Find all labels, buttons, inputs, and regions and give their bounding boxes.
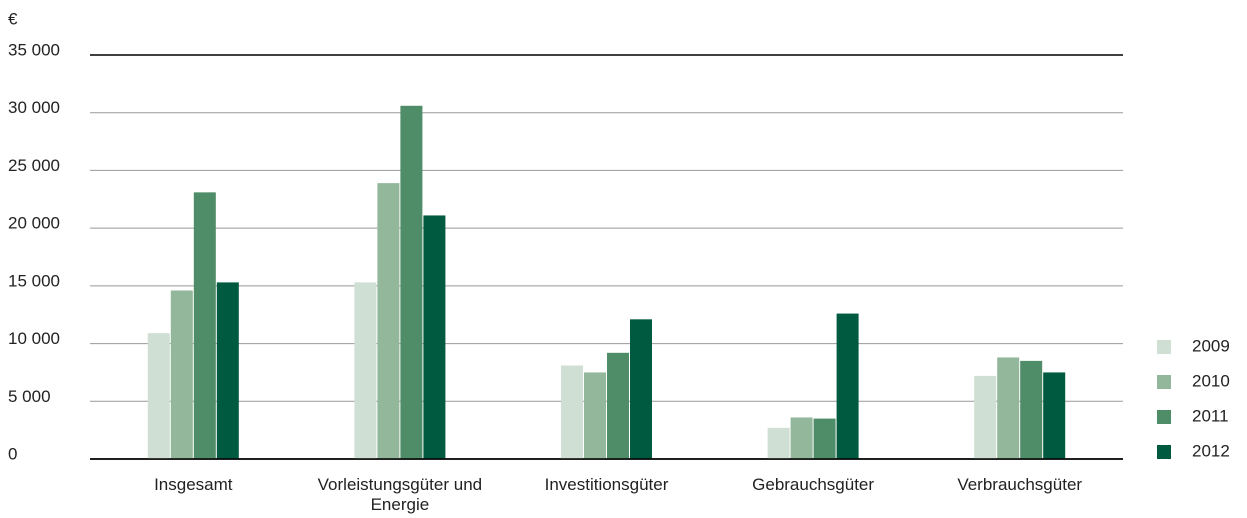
legend-label: 2011: [1192, 406, 1229, 425]
y-tick-label: 0: [8, 444, 17, 463]
y-tick-label: 10 000: [8, 329, 60, 348]
bar: [836, 313, 859, 459]
legend-swatch: [1157, 445, 1171, 459]
legend-swatch: [1157, 410, 1171, 424]
legend-swatch: [1157, 375, 1171, 389]
bar: [193, 192, 216, 460]
bar: [377, 183, 400, 459]
bar: [997, 357, 1020, 459]
bar: [170, 290, 193, 459]
bar: [561, 365, 583, 459]
x-tick-label: Insgesamt: [154, 475, 233, 494]
legend-label: 2010: [1192, 371, 1230, 390]
bar: [630, 319, 652, 459]
x-tick-label: Gebrauchsgüter: [752, 475, 875, 494]
bar: [767, 427, 790, 459]
x-tick-label: Investitionsgüter: [544, 475, 669, 494]
bar: [400, 105, 423, 459]
legend-label: 2012: [1192, 441, 1230, 460]
bar: [354, 282, 377, 459]
y-tick-label: 20 000: [8, 214, 60, 233]
legend-label: 2009: [1192, 336, 1230, 355]
y-tick-label: 30 000: [8, 98, 60, 117]
x-tick-label: Vorleistungsgüter und Energie: [317, 475, 483, 514]
y-axis-unit: €: [8, 9, 18, 28]
bar: [974, 375, 997, 459]
bar: [607, 352, 629, 459]
bar: [216, 282, 239, 459]
legend-swatch: [1157, 340, 1171, 354]
bar: [423, 215, 446, 459]
y-tick-label: 15 000: [8, 271, 60, 290]
bar: [147, 333, 170, 459]
y-tick-label: 5 000: [8, 387, 51, 406]
bar: [1020, 360, 1043, 459]
x-tick-label: Verbrauchsgüter: [957, 475, 1083, 494]
y-tick-label: 35 000: [8, 40, 60, 59]
y-tick-label: 25 000: [8, 156, 60, 175]
bar: [1043, 372, 1066, 459]
bar: [790, 417, 813, 459]
bar: [813, 418, 836, 459]
bar: [584, 372, 606, 459]
